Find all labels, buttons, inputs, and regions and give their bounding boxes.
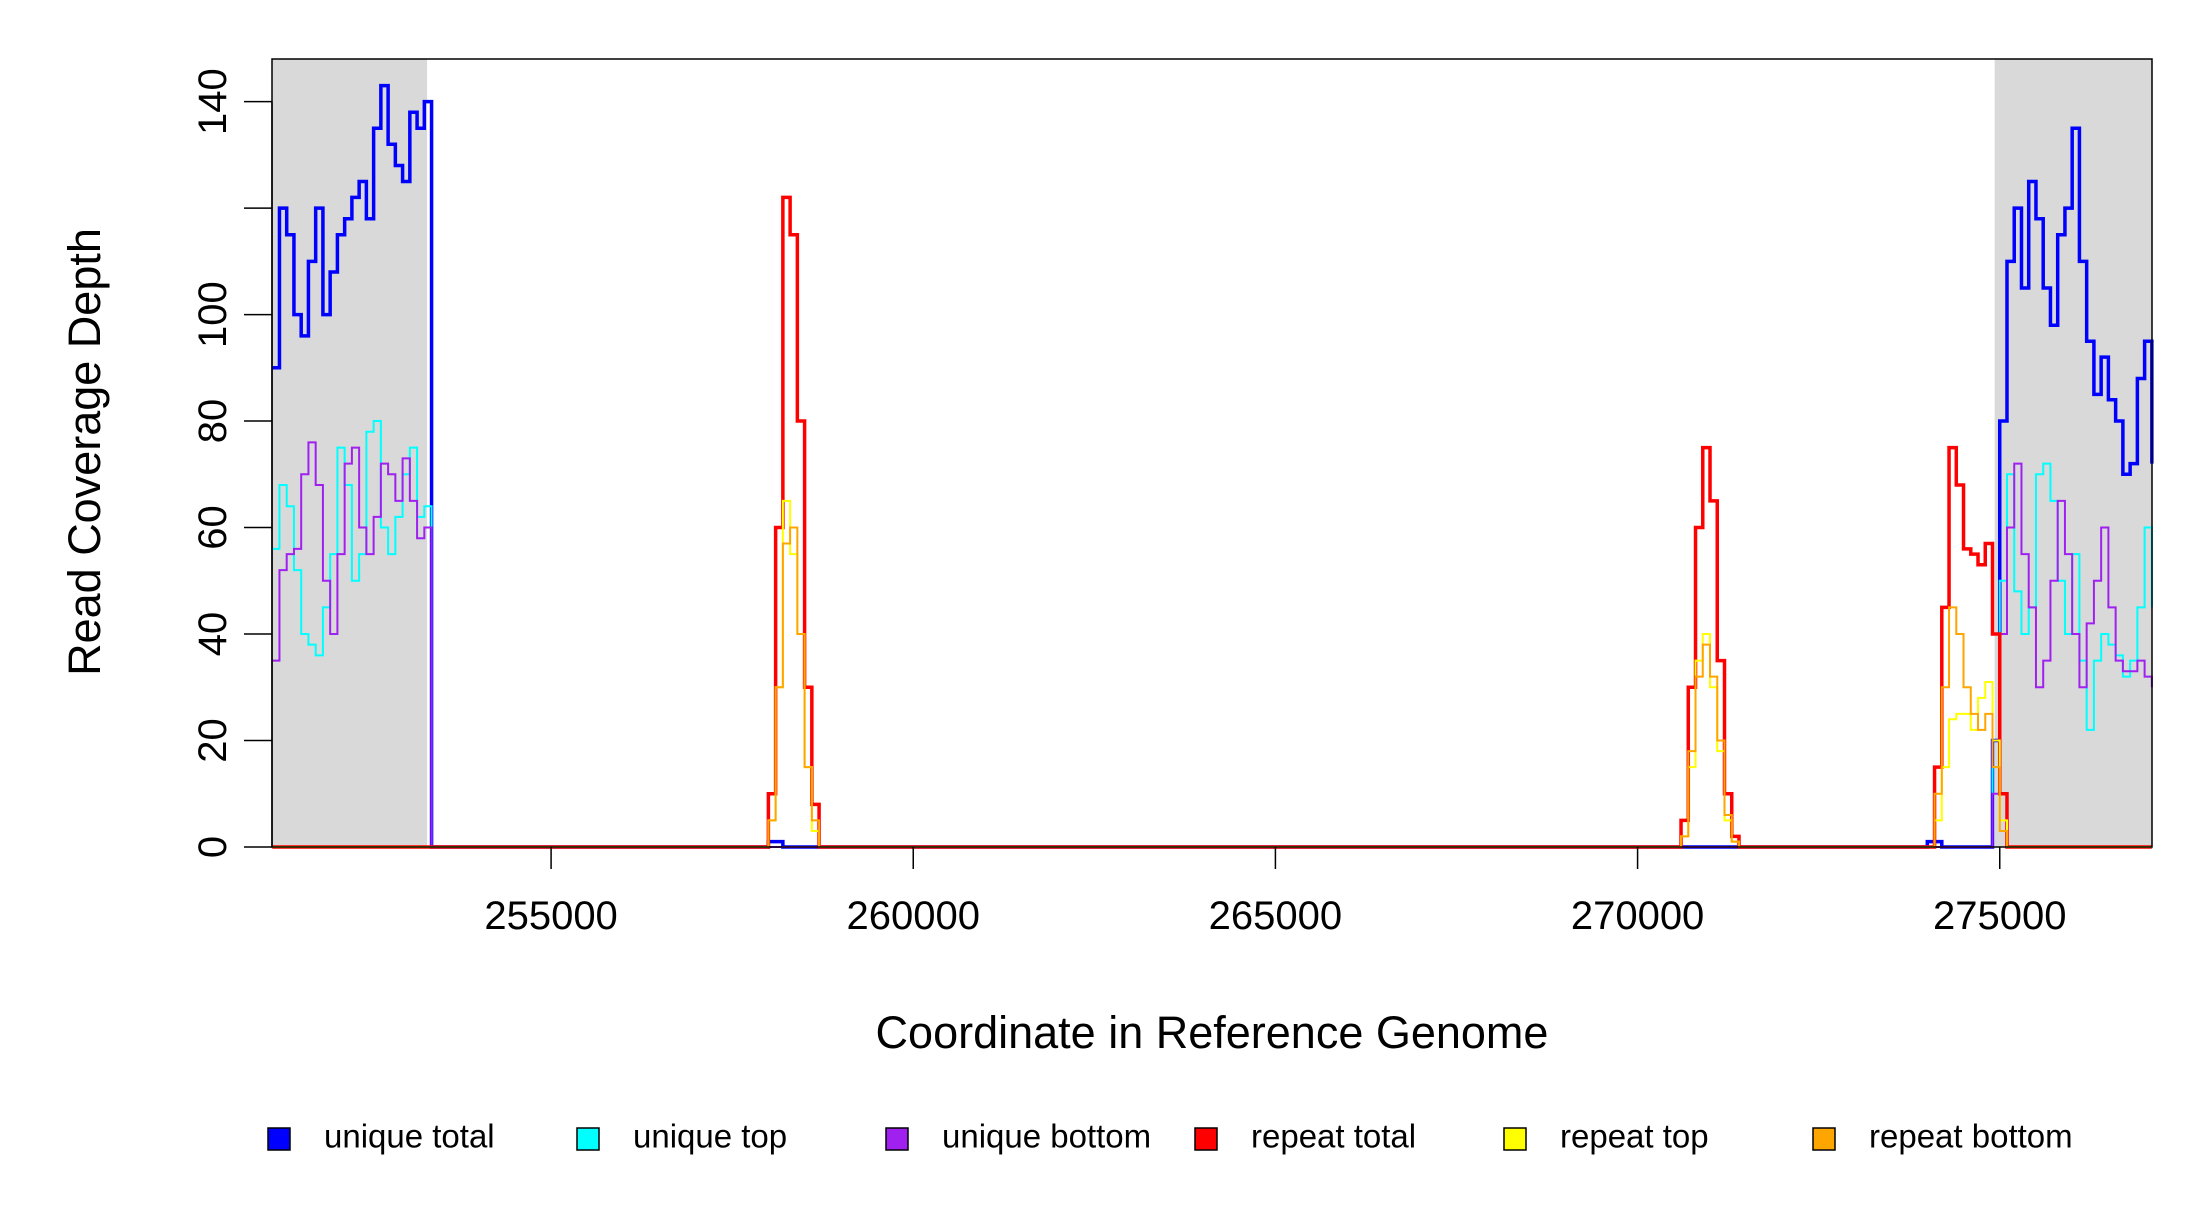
- x-tick-label: 275000: [1933, 894, 2066, 938]
- series-line: [272, 195, 2152, 849]
- x-tick-label: 265000: [1209, 894, 1342, 938]
- legend-swatch: [885, 1127, 909, 1151]
- legend-label: repeat top: [1560, 1118, 1709, 1155]
- series-line: [272, 83, 2154, 849]
- y-tick-label: 100: [191, 281, 235, 348]
- y-tick-label: 40: [191, 612, 235, 657]
- plot-border: [271, 58, 2153, 848]
- x-tick-label: 260000: [847, 894, 980, 938]
- series-line: [272, 420, 2153, 848]
- legend-swatch: [576, 1127, 600, 1151]
- y-tick-label: 0: [191, 836, 235, 858]
- series-line: [272, 526, 2152, 848]
- y-axis-title: Read Coverage Depth: [59, 228, 110, 676]
- legend-swatch: [1812, 1127, 1836, 1151]
- legend-label: unique bottom: [942, 1118, 1151, 1155]
- legend-label: repeat total: [1251, 1118, 1416, 1155]
- legend-swatch: [1503, 1127, 1527, 1151]
- series-line: [272, 441, 2153, 848]
- x-tick-label: 270000: [1571, 894, 1704, 938]
- legend-label: unique total: [324, 1118, 495, 1155]
- y-tick-label: 20: [191, 718, 235, 763]
- legend-label: unique top: [633, 1118, 787, 1155]
- x-axis-title: Coordinate in Reference Genome: [876, 1007, 1549, 1058]
- legend-swatch: [1194, 1127, 1218, 1151]
- legend-swatch: [267, 1127, 291, 1151]
- series-line: [272, 499, 2152, 848]
- y-tick-label: 140: [191, 68, 235, 135]
- legend-label: repeat bottom: [1869, 1118, 2073, 1155]
- y-tick-label: 80: [191, 399, 235, 444]
- plot-area: [272, 59, 2154, 849]
- shaded-region: [272, 59, 428, 847]
- y-tick-label: 60: [191, 505, 235, 550]
- x-tick-label: 255000: [484, 894, 617, 938]
